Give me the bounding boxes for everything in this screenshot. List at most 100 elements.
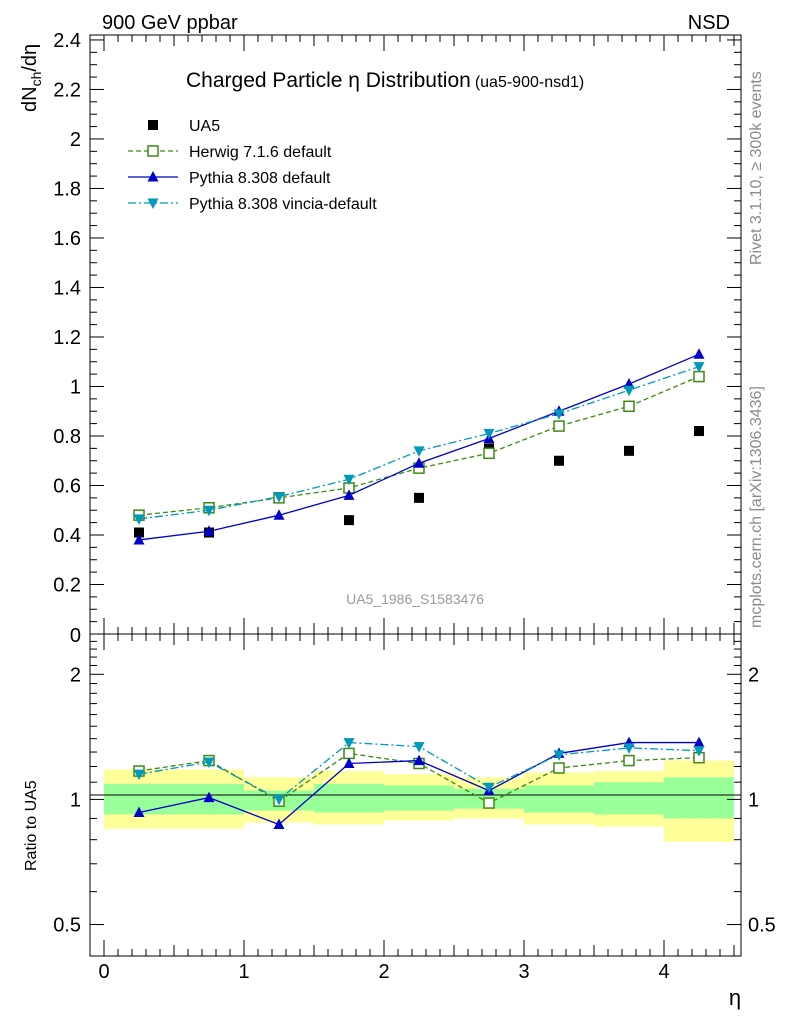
data-point [623,385,635,397]
data-point [693,362,705,373]
y-tick-label: 2.4 [53,30,81,52]
data-point [554,455,564,466]
legend-item: Pythia 8.308 vincia-default [128,196,377,213]
data-point [553,420,565,432]
ratio-point [343,757,355,769]
data-point [273,509,285,520]
green-band [384,785,454,811]
legend-marker [147,198,159,209]
data-point [413,457,425,468]
data-point [203,525,215,536]
ratio-point [623,743,635,754]
legend-label: Herwig 7.1.6 default [189,144,332,161]
legend-marker [147,145,159,157]
legend-label: Pythia 8.308 vincia-default [189,196,377,213]
y-tick-label: 1.8 [53,178,81,200]
ratio-point [133,769,145,781]
lower-frame [89,633,742,957]
legend-marker [147,171,159,182]
y-tick-label-right: 0.5 [748,915,776,937]
data-point [344,515,354,526]
data-point [413,446,425,457]
y-tick-label: 1 [70,376,81,398]
watermark: UA5_1986_S1583476 [346,591,484,607]
lower-series [133,736,705,830]
x-tick-label: 0 [98,961,109,983]
data-point [343,489,355,500]
ratio-point [343,747,355,760]
ratio-point [693,736,705,748]
ratio-point [133,806,145,818]
legend-item: Herwig 7.1.6 default [128,144,332,161]
data-point [343,474,355,486]
y-tick-label: 2.2 [53,79,81,101]
data-point [623,400,635,413]
green-band [664,777,734,819]
data-point [483,429,495,440]
ratio-point [203,757,215,769]
data-point [693,370,705,383]
header-left: 900 GeV ppbar [102,12,238,34]
legend-marker [148,120,158,130]
ratio-point [483,797,495,809]
series-3 [133,362,705,525]
lower-panel: 0.5 0.5 1 1 2 2 0 1 2 3 4 Ratio to UA5 η [23,633,776,1010]
ratio-point [203,791,215,803]
legend-item: Pythia 8.308 default [128,170,331,187]
x-tick-label: 1 [238,961,249,983]
lower-y-axis: 0.5 0.5 1 1 2 2 [53,640,776,937]
upper-ylabel: dNch/dη [19,44,44,112]
y-tick-label: 1 [70,789,81,811]
y-tick-label: 1.6 [53,228,81,250]
upper-series [133,348,705,545]
lower-ylabel: Ratio to UA5 [23,780,40,871]
data-point [483,447,495,460]
chart-title-suffix: (ua5-900-nsd1) [475,74,584,91]
mcplots-label: mcplots.cern.ch [arXiv:1306.3436] [748,386,765,628]
y-tick-label: 0.8 [53,426,81,448]
ratio-series-2 [133,738,705,806]
ratio-point [693,746,705,757]
green-band [594,782,664,815]
series-2 [133,348,705,545]
legend: UA5 Herwig 7.1.6 default Pythia 8.308 defa… [128,118,377,213]
uncertainty-bands [104,760,734,842]
ratio-point [623,754,635,767]
upper-x-ticks [103,35,735,634]
upper-frame [89,34,742,635]
data-point [134,527,144,538]
ratio-point [273,818,285,830]
y-tick-label: 0.4 [53,525,81,547]
ratio-point [413,742,425,753]
green-band [104,783,244,815]
upper-y-axis: 0.2 0.4 0.6 0.8 1 1.2 1.4 1.6 1.8 2 2.2 2.4 0 [53,30,741,647]
data-point [133,533,145,545]
y-tick-label: 0.5 [53,915,81,937]
ratio-point [483,782,495,794]
ratio-point [553,750,565,761]
y-tick-label-right: 2 [748,664,759,686]
data-point [203,505,215,517]
chart-title: Charged Particle η Distribution (ua5-900-… [186,69,584,92]
ratio-point [413,754,425,766]
legend-item: UA5 [148,118,220,135]
x-axis-label: η [729,985,741,1010]
header-right: NSD [688,12,730,34]
y-tick-label-zero: 0 [70,625,81,647]
data-point [693,348,705,359]
y-tick-label: 2 [70,664,81,686]
ratio-point [343,738,355,749]
y-tick-label-right: 1 [748,789,759,811]
legend-label: Pythia 8.308 default [189,170,331,187]
y-tick-label: 1.2 [53,327,81,349]
ratio-point [553,762,565,774]
upper-panel: 0.2 0.4 0.6 0.8 1 1.2 1.4 1.6 1.8 2 2.2 2.4 0 dNch/d… [19,30,742,647]
ratio-point [273,794,285,806]
series-0 [134,426,704,538]
legend-label: UA5 [189,118,220,135]
data-point [273,492,285,503]
y-tick-label: 1.4 [53,277,81,299]
data-point [414,492,424,503]
rivet-label: Rivet 3.1.10, ≥ 300k events [748,71,765,265]
